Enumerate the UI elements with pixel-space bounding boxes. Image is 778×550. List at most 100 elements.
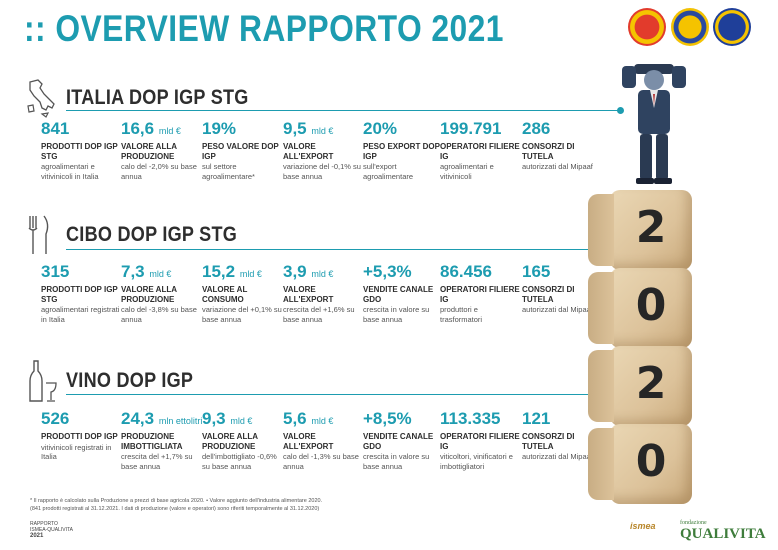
stat-description: agroalimentari e vitivinicoli in Italia [41,162,99,181]
stat-value: 9,3 mld € [202,409,253,428]
stat-description: agroalimentari e vitivinicoli [440,162,494,181]
stat-value: +8,5% [363,409,412,428]
stat-label: VALORE AL CONSUMO [202,285,248,304]
stat-value: 199.791 [440,119,502,138]
stat-unit: mld € [311,126,334,136]
stat-description: calo del -1,3% su base annua [283,452,359,471]
stat-description: autorizzati dal Mipaaf [522,452,593,461]
stat-unit: mld € [311,416,334,426]
stat-description: calo del -3,8% su base annua [121,305,197,324]
stat-label: PRODOTTI DOP IGP [41,432,118,441]
stat-description: crescita del +1,6% su base annua [283,305,355,324]
dice-block: 0 [588,268,692,348]
stat-unit: mln ettolitri [158,416,203,426]
stat-unit: mld € [239,269,262,279]
stat-value: 165 [522,262,551,281]
stat-value: 9,5 mld € [283,119,334,138]
stat-item: 24,3 mln ettolitri PRODUZIONE IMBOTTIGLIA… [121,409,203,471]
stat-value: 3,9 mld € [283,262,334,281]
footnote-line: (841 prodotti registrati al 31.12.2021. … [30,506,320,512]
stat-item: 199.791 OPERATORI FILIERE IG agroalimenta… [440,119,520,181]
businessman-figure [622,64,686,184]
stat-label: VALORE ALL'EXPORT [283,432,334,451]
stat-value: 841 [41,119,70,138]
stat-value: 16,6 mld € [121,119,181,138]
stat-description: crescita in valore su base annua [363,452,430,471]
stat-description: agroalimentari registrati in Italia [41,305,120,324]
stat-value: 526 [41,409,70,428]
stat-value: +5,3% [363,262,412,281]
stat-label: CONSORZI DI TUTELA [522,432,575,451]
stat-label: VALORE ALL'EXPORT [283,142,334,161]
stat-item: 9,5 mld € VALORE ALL'EXPORT variazione del… [283,119,363,181]
stat-label: PRODOTTI DOP IGP STG [41,142,118,161]
stat-value: 19% [202,119,237,138]
section-divider [66,391,624,398]
italy-map-icon [27,79,55,118]
stat-item: 113.335 OPERATORI FILIERE IG viticoltori,… [440,409,520,471]
stat-item: 19% PESO VALORE DOP IGP sul settore agroa… [202,119,282,181]
stat-description: autorizzati dal Mipaaf [522,162,593,171]
section-title-cibo: CIBO DOP IGP STG [66,223,238,246]
stat-label: VALORE ALLA PRODUZIONE [121,142,177,161]
dice-block: 0 [588,424,692,504]
wine-bottle-icon [29,360,57,402]
stat-item: 15,2 mld € VALORE AL CONSUMO variazione de… [202,262,282,324]
stat-label: OPERATORI FILIERE IG [440,285,520,304]
stat-description: dell'imbottigliato -0,6% su base annua [202,452,277,471]
stat-label: VALORE ALLA PRODUZIONE [202,432,258,451]
stat-value: 7,3 mld € [121,262,172,281]
stat-item: 86.456 OPERATORI FILIERE IG produttori e … [440,262,520,324]
stat-label: VALORE ALLA PRODUZIONE [121,285,177,304]
stat-value: 86.456 [440,262,492,281]
stat-label: OPERATORI FILIERE IG [440,142,520,161]
stat-unit: mld € [230,416,253,426]
section-title-vino: VINO DOP IGP [66,369,194,392]
qualivita-logo: fondazione QUALIVITA [680,520,766,542]
section-divider [66,246,624,253]
stat-description: crescita del +1,7% su base annua [121,452,193,471]
stat-unit: mld € [311,269,334,279]
footnote: * Il rapporto è calcolato sulla Produzio… [30,497,370,513]
stat-description: autorizzati dal Mipaaf [522,305,593,314]
stat-unit: mld € [149,269,172,279]
report-logo: RAPPORTO ISMEA-QUALIVITA 2021 [30,521,73,539]
ismea-logo: ismea [630,521,656,531]
stat-item: 286 CONSORZI DI TUTELA autorizzati dal Mi… [522,119,602,172]
stat-unit: mld € [158,126,181,136]
stat-value: 315 [41,262,70,281]
stat-item: 9,3 mld € VALORE ALLA PRODUZIONE dell'imbo… [202,409,282,471]
stat-label: PESO VALORE DOP IGP [202,142,279,161]
stat-description: viticoltori, vinificatori e imbottigliat… [440,452,513,471]
stat-item: 3,9 mld € VALORE ALL'EXPORT crescita del +… [283,262,363,324]
stat-item: +8,5% VENDITE CANALE GDO crescita in valo… [363,409,443,471]
stat-description: crescita in valore su base annua [363,305,430,324]
stat-description: sull'export agroalimentare [363,162,414,181]
section-divider [66,107,624,114]
stat-label: OPERATORI FILIERE IG [440,432,520,451]
stat-label: VENDITE CANALE GDO [363,285,434,304]
stat-value: 5,6 mld € [283,409,334,428]
stat-item: 315 PRODOTTI DOP IGP STG agroalimentari r… [41,262,121,324]
stat-item: 7,3 mld € VALORE ALLA PRODUZIONE calo del … [121,262,201,324]
stat-description: produttori e trasformatori [440,305,483,324]
stat-label: PRODOTTI DOP IGP STG [41,285,118,304]
dice-block: 2 [588,346,692,426]
stat-item: 841 PRODOTTI DOP IGP STG agroalimentari e… [41,119,121,181]
section-title-italia: ITALIA DOP IGP STG [66,86,249,109]
footnote-line: * Il rapporto è calcolato sulla Produzio… [30,498,323,504]
stat-item: 5,6 mld € VALORE ALL'EXPORT calo del -1,3%… [283,409,363,471]
stat-item: 121 CONSORZI DI TUTELA autorizzati dal Mi… [522,409,602,462]
page-title: :: OVERVIEW RAPPORTO 2021 [24,8,504,49]
stat-description: variazione del -0,1% su base annua [283,162,361,181]
stat-label: PRODUZIONE IMBOTTIGLIATA [121,432,183,451]
stat-item: 16,6 mld € VALORE ALLA PRODUZIONE calo del… [121,119,201,181]
stat-description: vitivinicoli registrati in Italia [41,442,112,462]
stat-item: 165 CONSORZI DI TUTELA autorizzati dal Mi… [522,262,602,315]
stat-label: PESO EXPORT DOP IGP [363,142,440,161]
stat-label: CONSORZI DI TUTELA [522,142,575,161]
stat-description: variazione del +0,1% su base annua [202,305,282,324]
stat-value: 286 [522,119,551,138]
dice-block: 2 [588,190,692,270]
stat-description: sul settore agroalimentare* [202,162,255,181]
